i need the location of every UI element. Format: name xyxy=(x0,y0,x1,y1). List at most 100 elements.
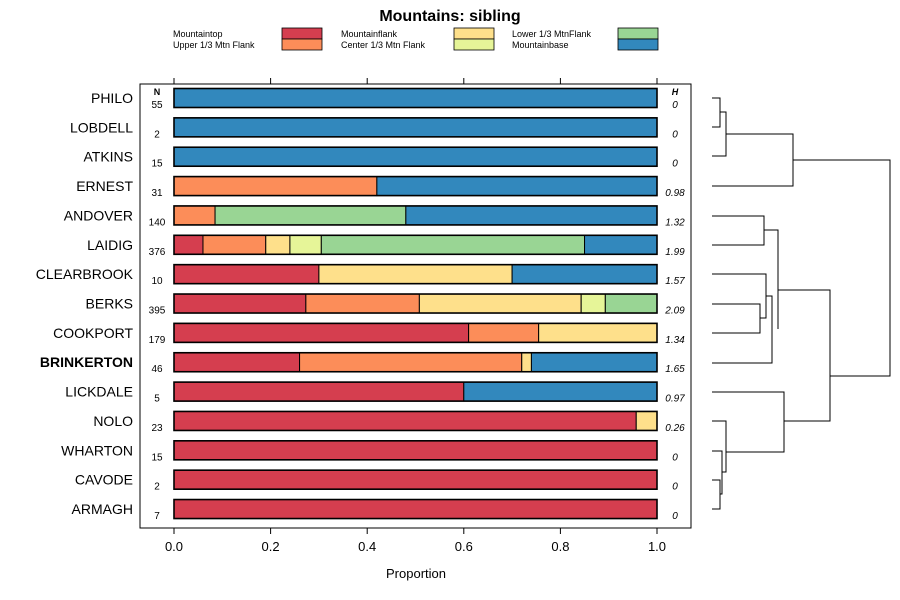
bar-segment xyxy=(580,293,606,314)
x-tick-label: 0.0 xyxy=(165,539,183,554)
legend-swatch xyxy=(281,27,323,40)
row-label: BERKS xyxy=(86,296,133,312)
row-h-value: 0 xyxy=(672,100,678,111)
x-tick-label: 1.0 xyxy=(648,539,666,554)
legend-swatch xyxy=(453,27,495,40)
bar-segment xyxy=(173,469,658,490)
bar-outline xyxy=(173,175,658,197)
legend-label: Mountainflank xyxy=(341,29,398,39)
row-n-value: 31 xyxy=(151,188,163,199)
legend-label: Mountaintop xyxy=(173,29,223,39)
bar-segment xyxy=(463,381,658,402)
bar-outline xyxy=(173,469,658,490)
dendrogram-branch xyxy=(712,479,721,510)
row-label: WHARTON xyxy=(61,442,133,458)
n-header: N xyxy=(154,87,161,97)
bar-segment xyxy=(173,234,204,255)
bar-outline xyxy=(173,498,658,520)
bar-segment xyxy=(173,146,658,167)
bar-segment xyxy=(584,234,658,255)
bar-segment xyxy=(173,352,301,373)
legend-label: Center 1/3 Mtn Flank xyxy=(341,40,426,50)
row-n-value: 5 xyxy=(154,394,160,405)
x-tick-label: 0.6 xyxy=(455,539,473,554)
legend-label: Mountainbase xyxy=(512,40,569,50)
dendrogram-branch xyxy=(778,289,831,422)
bar-segment xyxy=(173,117,658,138)
bar-outline xyxy=(173,117,658,138)
row-n-value: 10 xyxy=(151,276,163,287)
row-n-value: 7 xyxy=(154,511,160,522)
legend-label: Lower 1/3 MtnFlank xyxy=(512,29,592,39)
bar-segment xyxy=(173,293,307,314)
x-tick-label: 0.2 xyxy=(262,539,280,554)
bar-segment xyxy=(305,293,420,314)
legend-swatch xyxy=(617,38,659,51)
dendrogram-branch xyxy=(712,273,767,319)
bar-segment xyxy=(299,352,523,373)
bar-segment xyxy=(173,381,465,402)
dendrogram-branch xyxy=(712,97,721,128)
dendrogram-branch xyxy=(712,133,794,187)
bar-outline xyxy=(173,381,658,402)
bar-outline xyxy=(173,293,658,314)
row-n-value: 15 xyxy=(151,452,163,463)
row-h-value: 1.34 xyxy=(665,335,685,346)
bar-segment xyxy=(376,176,658,197)
row-h-value: 0 xyxy=(672,452,678,463)
row-label: LICKDALE xyxy=(65,384,133,400)
bar-segment xyxy=(202,234,267,255)
row-label: ERNEST xyxy=(76,178,133,194)
row-label: COOKPORT xyxy=(53,325,133,341)
bar-segment xyxy=(511,264,658,285)
row-label: LAIDIG xyxy=(87,237,133,253)
legend-swatch xyxy=(617,27,659,40)
row-n-value: 23 xyxy=(151,423,163,434)
row-label: ANDOVER xyxy=(64,207,133,223)
bar-segment xyxy=(173,410,637,431)
row-label: PHILO xyxy=(91,90,133,106)
bar-segment xyxy=(635,410,658,431)
legend-label: Upper 1/3 Mtn Flank xyxy=(173,40,255,50)
bar-outline xyxy=(173,322,658,344)
row-h-value: 0.97 xyxy=(665,394,685,405)
row-h-value: 0 xyxy=(672,482,678,493)
row-h-value: 1.99 xyxy=(665,247,685,258)
row-h-value: 1.32 xyxy=(665,217,685,228)
row-h-value: 0.26 xyxy=(665,423,685,434)
dendrogram-branch xyxy=(712,303,761,334)
row-label: LOBDELL xyxy=(70,119,133,135)
row-n-value: 2 xyxy=(154,129,160,140)
bar-segment xyxy=(468,322,540,343)
plot-frame xyxy=(139,83,692,529)
legend-swatch xyxy=(281,38,323,51)
bar-segment xyxy=(173,176,378,197)
row-label: CLEARBROOK xyxy=(36,266,134,282)
dendrogram-branch xyxy=(712,391,785,453)
x-tick-label: 0.4 xyxy=(358,539,376,554)
row-n-value: 140 xyxy=(149,217,166,228)
bar-segment xyxy=(521,352,532,373)
bar-segment xyxy=(214,205,407,226)
bar-segment xyxy=(173,264,320,285)
bar-segment xyxy=(604,293,658,314)
dendrogram-branch xyxy=(712,295,773,364)
bar-segment xyxy=(405,205,658,226)
row-n-value: 2 xyxy=(154,482,160,493)
row-n-value: 46 xyxy=(151,364,163,375)
row-label: CAVODE xyxy=(75,472,133,488)
bar-segment xyxy=(265,234,291,255)
row-n-value: 395 xyxy=(149,306,166,317)
x-axis-label: Proportion xyxy=(386,566,446,581)
rows: PHILO 55 0 LOBDELL 2 0 ATKINS 15 0 ERNEST 31 0.98 AN… xyxy=(36,87,685,522)
dendrogram xyxy=(712,97,891,510)
bar-outline xyxy=(173,146,658,168)
bar-segment xyxy=(289,234,322,255)
dendrogram-branch xyxy=(793,159,891,377)
row-label: ATKINS xyxy=(83,149,133,165)
bar-segment xyxy=(530,352,658,373)
bar-segment xyxy=(318,264,513,285)
bar-outline xyxy=(173,351,658,373)
bar-outline xyxy=(173,410,658,432)
